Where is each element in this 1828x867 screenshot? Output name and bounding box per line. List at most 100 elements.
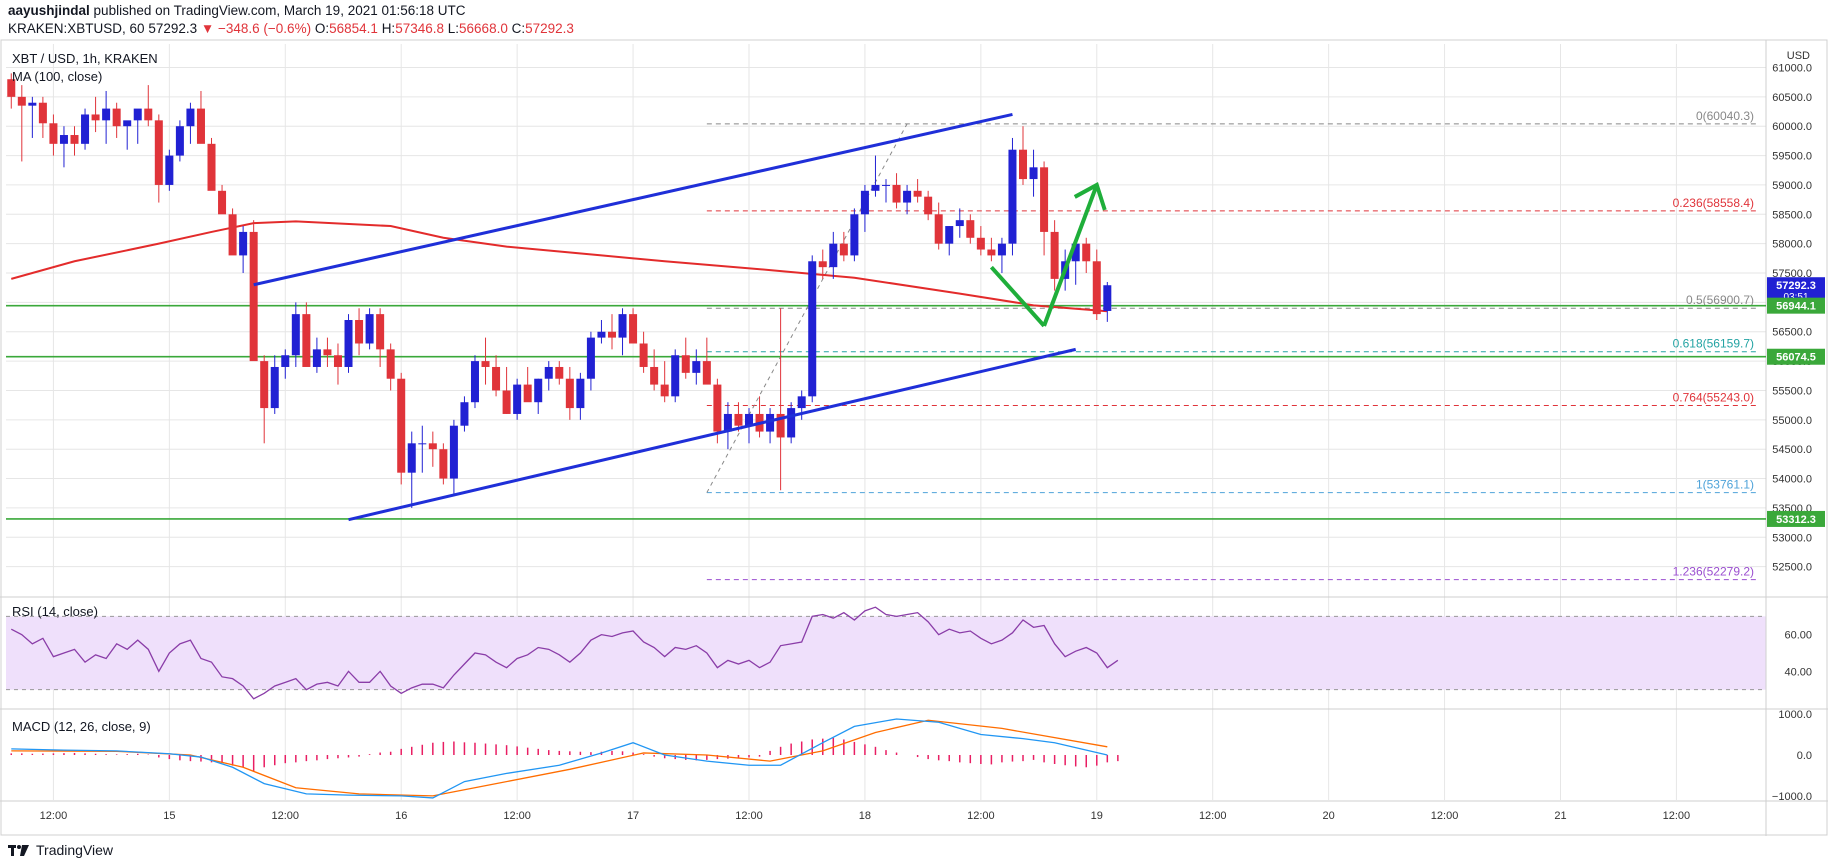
macd-histogram xyxy=(10,737,1119,772)
candle-bull xyxy=(945,226,954,244)
candle-bull xyxy=(692,361,701,373)
candle-bear xyxy=(776,413,785,438)
price-tick-label: 55500.0 xyxy=(1772,385,1812,397)
fib-retracement: 0(60040.3) 0.236(58558.4) 0.5(56900.7) 0.61… xyxy=(706,109,1756,581)
candle-bear xyxy=(966,220,975,238)
price-tick-label: 61000.0 xyxy=(1772,62,1812,74)
candle-bull xyxy=(829,243,838,268)
candle-bull xyxy=(312,349,321,367)
time-tick-label: 12:00 xyxy=(1431,810,1459,822)
candle-bull xyxy=(744,413,753,426)
axis-price-tag-label: 56944.1 xyxy=(1776,301,1816,313)
tradingview-brand[interactable]: TradingView xyxy=(36,842,114,858)
high-label: H: xyxy=(381,21,396,36)
grid xyxy=(6,44,1766,800)
price-tick-label: 60500.0 xyxy=(1772,92,1812,104)
channel-upper-line xyxy=(253,113,1013,287)
candle-bear xyxy=(1050,231,1059,279)
candle-bear xyxy=(1092,261,1101,315)
price-tick-label: 59500.0 xyxy=(1772,151,1812,163)
arrow-up-path xyxy=(1042,184,1099,327)
channel-lower-line xyxy=(348,347,1077,522)
open-label: O: xyxy=(314,21,330,36)
candle-bear xyxy=(91,114,100,121)
fib-level-label: 0.236(58558.4) xyxy=(1673,196,1754,210)
candle-bear xyxy=(228,214,237,256)
publish-line: aayushjindal published on TradingView.co… xyxy=(8,3,466,18)
candle-bear xyxy=(218,190,227,215)
candle-bull xyxy=(407,443,416,473)
price-chart[interactable]: 0(60040.3) 0.236(58558.4) 0.5(56900.7) 0.61… xyxy=(0,0,1828,842)
candle-bear xyxy=(565,378,574,409)
candle-bear xyxy=(934,214,943,244)
candle-bear xyxy=(428,443,437,450)
candle-bull xyxy=(586,337,595,379)
time-tick-label: 20 xyxy=(1323,810,1335,822)
candle-bear xyxy=(681,355,690,373)
candle-bear xyxy=(607,331,616,338)
candle-bull xyxy=(449,425,458,479)
macd-tick-label: 0.0 xyxy=(1797,750,1812,762)
fib-level-label: 1.236(52279.2) xyxy=(1673,565,1754,579)
axis-price-tag xyxy=(1767,348,1825,365)
candle-bull xyxy=(81,114,90,144)
price-tick-label: 59000.0 xyxy=(1772,180,1812,192)
price-tick-label: 58000.0 xyxy=(1772,239,1812,251)
price-tick-label: 55000.0 xyxy=(1772,415,1812,427)
rsi-band xyxy=(6,616,1766,690)
axis-price-tag-label: 56074.5 xyxy=(1776,352,1816,364)
candle-bear xyxy=(713,384,722,432)
candle-bear xyxy=(492,366,501,391)
candle-bear xyxy=(154,120,163,185)
arrow-down-path xyxy=(989,265,1046,328)
candle-bull xyxy=(1071,243,1080,262)
time-tick-label: 21 xyxy=(1554,810,1566,822)
candle-bear xyxy=(355,320,364,344)
candle-bear xyxy=(38,102,47,124)
candle-bull xyxy=(418,443,427,445)
candle-bull xyxy=(186,108,195,127)
ma-100-line xyxy=(11,220,1108,313)
candle-bear xyxy=(734,413,743,426)
candle-bear xyxy=(397,378,406,473)
candle-bull xyxy=(102,108,111,121)
candle-bull xyxy=(955,220,964,227)
footer-branding: TradingView xyxy=(8,842,113,858)
candle-bull xyxy=(860,190,869,215)
time-tick-label: 19 xyxy=(1091,810,1103,822)
candle-bear xyxy=(987,249,996,256)
fib-level-label: 1(53761.1) xyxy=(1696,478,1754,492)
close-label: C: xyxy=(511,21,526,36)
time-tick-label: 17 xyxy=(627,810,639,822)
price-tick-label: 53000.0 xyxy=(1772,532,1812,544)
published-text: published on TradingView.com, March 19, … xyxy=(93,3,466,18)
rsi-title: RSI (14, close) xyxy=(12,604,98,619)
candle-bull xyxy=(997,243,1006,256)
candle-bear xyxy=(207,143,216,191)
candle-bear xyxy=(302,314,311,367)
author-name[interactable]: aayushjindal xyxy=(8,3,90,18)
candle-bull xyxy=(671,355,680,397)
candle-bear xyxy=(702,361,711,385)
time-tick-label: 12:00 xyxy=(735,810,763,822)
time-tick-label: 12:00 xyxy=(1663,810,1691,822)
chart-header: aayushjindal published on TradingView.co… xyxy=(0,0,1828,38)
candle-bear xyxy=(70,135,79,144)
macd-signal-line xyxy=(11,719,1108,797)
candle-bull xyxy=(850,214,859,256)
price-tick-label: 54000.0 xyxy=(1772,474,1812,486)
candle-bear xyxy=(892,184,901,203)
candle-bull xyxy=(544,366,553,379)
candle-bear xyxy=(260,361,269,409)
candle-bear xyxy=(629,314,638,344)
candle-bull xyxy=(365,314,374,344)
axis-price-tag-label: 57292.3 xyxy=(1776,280,1816,292)
candle-bear xyxy=(1082,243,1091,262)
time-tick-label: 12:00 xyxy=(967,810,995,822)
rsi-tick-label: 60.00 xyxy=(1784,630,1812,642)
price-tick-label: 52500.0 xyxy=(1772,562,1812,574)
price-tick-label: 54500.0 xyxy=(1772,444,1812,456)
candle-bull xyxy=(903,190,912,203)
candle-bear xyxy=(112,108,121,127)
time-tick-label: 12:00 xyxy=(40,810,68,822)
